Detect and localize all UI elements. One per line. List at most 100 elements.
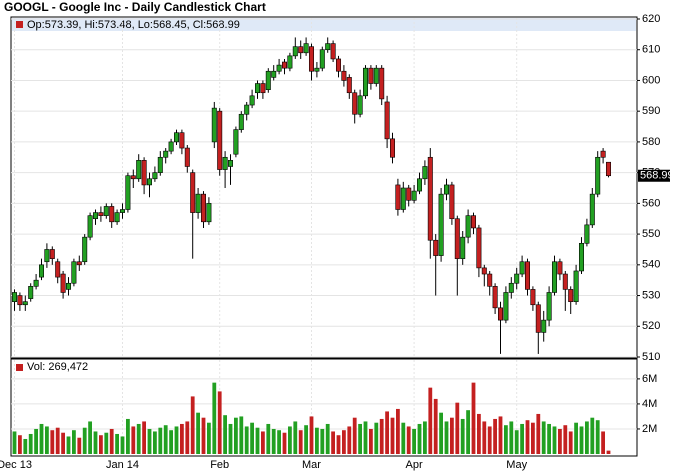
volume-label: Vol: 269,472 [27, 361, 88, 373]
volume-bar [520, 423, 524, 454]
candle-body [120, 209, 126, 213]
volume-bar [109, 428, 114, 454]
candle-body [573, 270, 579, 302]
y-tick-label: 560 [642, 197, 660, 209]
volume-bar [358, 423, 362, 454]
candle-body [49, 249, 55, 259]
volume-bar [77, 437, 82, 454]
candle-body [33, 279, 39, 287]
candle-body [260, 83, 266, 94]
volume-bar [574, 422, 578, 454]
candle-body [190, 172, 196, 213]
candle-body [524, 261, 530, 290]
y-tick-label: 610 [642, 44, 660, 56]
candle-body [114, 212, 120, 223]
volume-bar [104, 432, 109, 454]
candle-body [44, 249, 50, 263]
volume-bar [509, 421, 514, 454]
volume-bar [336, 435, 341, 454]
candle-body [168, 141, 174, 152]
y-tick-label: 590 [642, 105, 660, 117]
volume-bar [590, 417, 595, 454]
last-price-label: 568.99 [640, 170, 674, 182]
volume-bar [471, 382, 476, 454]
volume-bar [82, 427, 87, 454]
volume-bar [223, 415, 227, 454]
volume-bar [444, 421, 449, 454]
volume-bar [315, 427, 319, 454]
ohlc-label: Op:573.39, Hi:573.48, Lo:568.45, Cl:568.… [27, 19, 240, 31]
volume-bar [266, 423, 271, 454]
volume-bar [390, 417, 395, 454]
volume-bar [455, 402, 460, 454]
volume-bar [412, 428, 416, 454]
candle-body [395, 184, 401, 210]
volume-bar [601, 431, 605, 454]
volume-bar [55, 427, 60, 454]
candle-body [325, 43, 331, 51]
candle-body [530, 289, 536, 306]
candle-body [600, 150, 606, 158]
x-tick-label: Feb [210, 459, 229, 471]
volume-bar [180, 423, 184, 454]
volume-bar [304, 425, 308, 454]
y-tick-label: 550 [642, 228, 660, 240]
volume-bar [433, 398, 438, 454]
volume-bar [439, 412, 443, 454]
candle-body [82, 236, 88, 263]
candle-body [470, 215, 476, 229]
chart-title: GOOGL - Google Inc - Daily Candlestick C… [4, 0, 266, 14]
volume-bar [120, 436, 125, 454]
candle-body [584, 224, 590, 244]
y-tick-label: 520 [642, 320, 660, 332]
candle-body [551, 261, 557, 293]
candle-body [76, 261, 82, 266]
candle-body [568, 289, 574, 302]
volume-bar [396, 408, 400, 454]
volume-bar [525, 420, 530, 454]
candle-body [179, 132, 185, 149]
candle-body [454, 218, 460, 259]
x-tick-label: Apr [406, 459, 423, 471]
y-tick-label: 580 [642, 136, 660, 148]
candle-body [174, 132, 180, 143]
volume-bar [401, 422, 406, 454]
candle-body [55, 261, 61, 278]
candle-body [287, 55, 293, 69]
volume-bar [385, 411, 389, 454]
candle-body [152, 172, 158, 180]
candle-body [22, 301, 28, 306]
volume-bar [487, 426, 492, 454]
candle-body [508, 282, 514, 293]
volume-bar [460, 418, 465, 454]
candle-body [514, 273, 520, 284]
candle-body [416, 178, 422, 192]
candle-body [497, 307, 503, 321]
volume-bar [282, 432, 287, 454]
volume-bar [169, 430, 173, 454]
x-tick-label: Dec 13 [0, 459, 32, 471]
volume-bar [153, 431, 157, 454]
candle-body [211, 107, 217, 143]
volume-bar [450, 417, 454, 454]
volume-bar [595, 420, 600, 454]
volume-bar [379, 418, 384, 454]
volume-bar [126, 418, 130, 454]
volume-bar [331, 431, 335, 454]
volume-bar [207, 422, 211, 454]
volume-bar [406, 426, 411, 454]
volume-bar [585, 421, 589, 454]
volume-bar [504, 425, 508, 454]
candle-body [71, 261, 77, 284]
candle-body [206, 203, 212, 223]
volume-bar [541, 421, 546, 454]
volume-bar [288, 426, 292, 454]
volume-bar [298, 430, 303, 454]
volume-bar [39, 423, 44, 454]
candle-body [541, 319, 547, 333]
legend-band [12, 18, 636, 31]
candle-body [60, 273, 66, 293]
candle-body [109, 206, 115, 223]
x-tick-label: Mar [302, 459, 321, 471]
volume-bar [72, 430, 76, 454]
